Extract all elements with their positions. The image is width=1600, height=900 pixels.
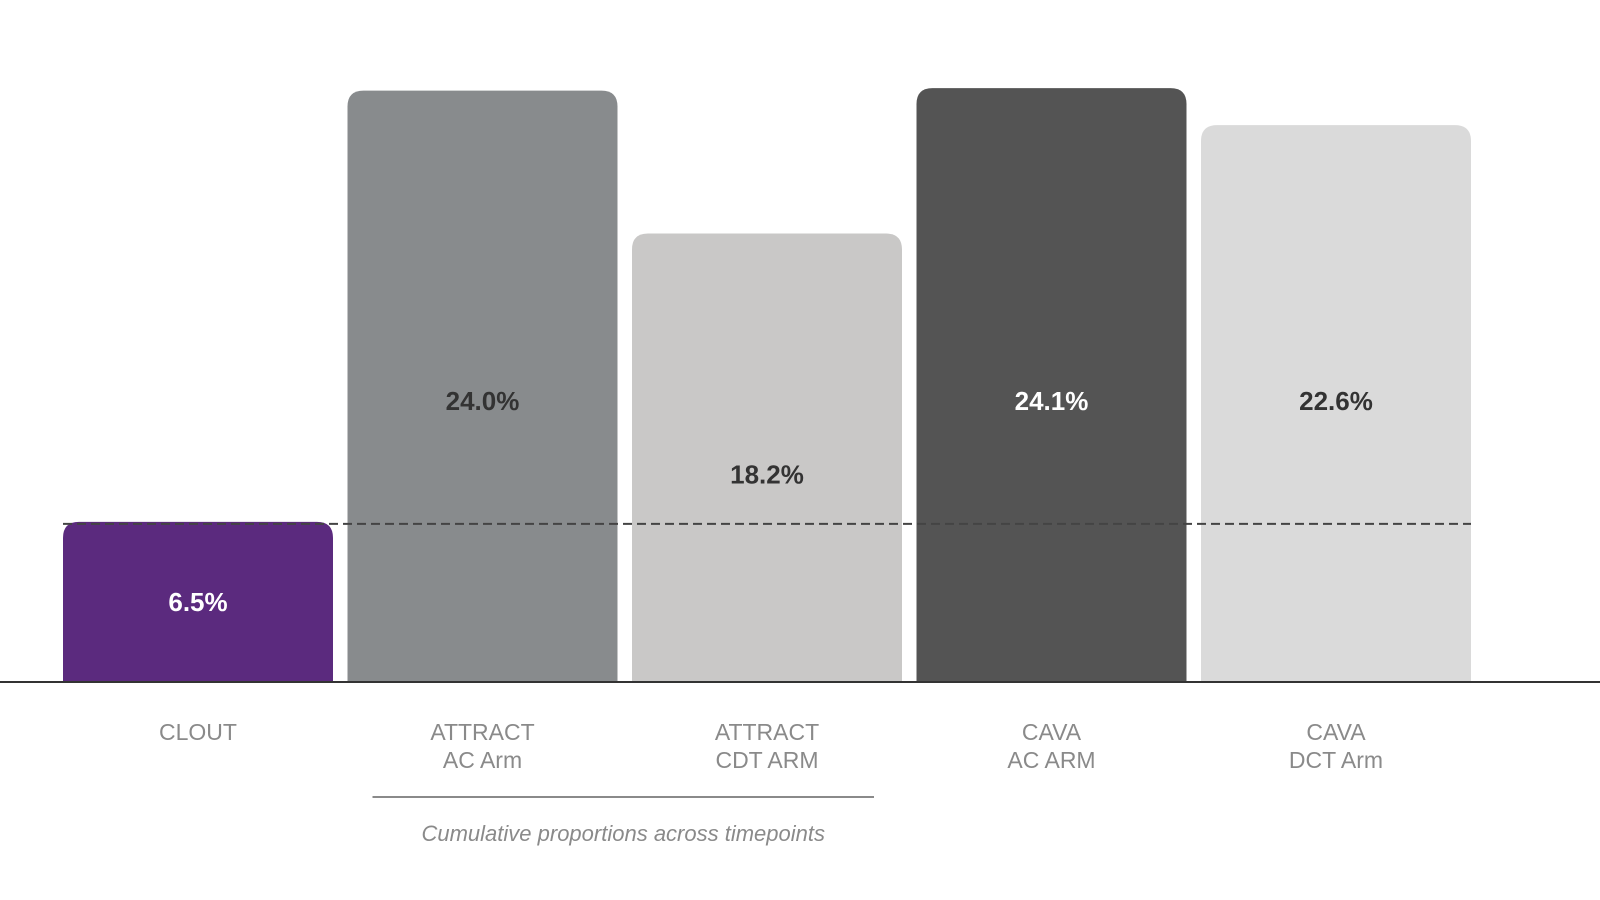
value-label-1: 24.0%	[446, 386, 520, 416]
bars-group	[63, 88, 1471, 683]
category-label-3: CAVA AC ARM	[1007, 719, 1095, 773]
value-label-4: 22.6%	[1299, 386, 1373, 416]
category-label-2: ATTRACT CDT ARM	[715, 719, 819, 773]
bar-0	[63, 521, 333, 682]
value-labels-group: 6.5% 24.0% 18.2% 24.1% 22.6%	[168, 386, 1373, 617]
value-label-0: 6.5%	[168, 587, 227, 617]
bar-2	[632, 233, 902, 682]
bracket-label: Cumulative proportions across timepoints	[421, 821, 825, 846]
category-label-1: ATTRACT AC Arm	[430, 719, 534, 773]
value-label-2: 18.2%	[730, 460, 804, 490]
bar-3	[916, 88, 1187, 682]
category-label-4: CAVA DCT Arm	[1289, 719, 1383, 773]
bar-1	[347, 90, 618, 682]
category-labels-group: CLOUT ATTRACT AC Arm ATTRACT CDT ARM CAVA AC A…	[159, 719, 1383, 773]
value-label-3: 24.1%	[1015, 386, 1089, 416]
bar-4	[1201, 125, 1471, 683]
category-label-0: CLOUT	[159, 719, 237, 745]
